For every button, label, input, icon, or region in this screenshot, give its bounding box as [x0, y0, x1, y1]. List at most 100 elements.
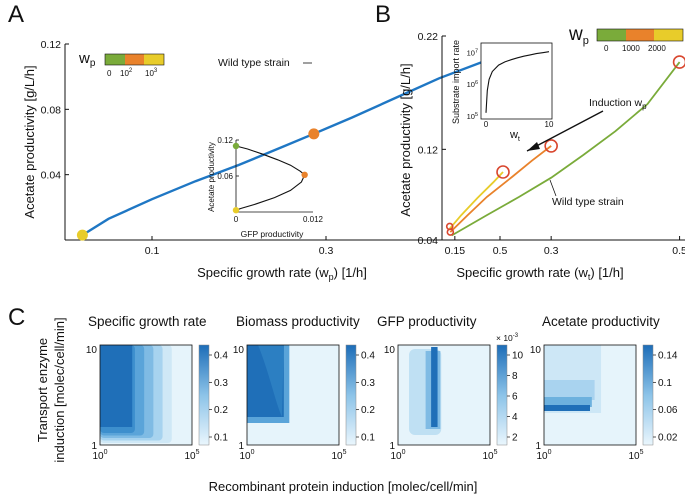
panel-b-wild-type-label: Wild type strain: [552, 196, 624, 208]
panel-a-legend: wp 0 102 103: [78, 50, 165, 78]
panel-a-inset-point-green: [232, 142, 240, 150]
panel-a-legend-label-0: 0: [107, 69, 112, 78]
panel-c-y-label-line1: Transport enzyme: [35, 338, 50, 442]
panel-a-inset-xtick-label: 0: [234, 215, 239, 224]
panel-c-xtick-label: 105: [184, 449, 199, 462]
panel-b-xtick-label: 0.15: [445, 245, 466, 257]
panel-b-legend-swatch-yellow: [654, 29, 683, 41]
panel-b-legend-symbol: wp: [568, 24, 589, 47]
panel-a-inset-ytick-label: 0.06: [217, 172, 233, 181]
panel-b-legend-frame: [596, 28, 684, 42]
panel-b-inset-xtick-label: 10: [545, 120, 554, 129]
panel-b-inset: 0 10 105 106 107 wt Substrate import rate: [451, 40, 554, 143]
panel-a-inset-y-label: Acetate productivity: [207, 142, 216, 212]
panel-c-colorbar-tick-label: 8: [512, 371, 518, 382]
panel-c-xtick-label: 100: [390, 449, 405, 462]
panel-b-series-0: [451, 61, 681, 237]
panel-b-letter: B: [375, 1, 391, 28]
panel-a-point-orange: [308, 128, 320, 140]
panel-c: C Transport enzyme induction [molec/cell…: [8, 304, 678, 494]
panel-c-colorbar-tick-label: 4: [512, 412, 518, 423]
panel-b-ticks: 0.15 0.3 0.5 0.04 0.12 0.22: [418, 31, 685, 257]
panel-c-ytick-label: 1: [238, 441, 244, 452]
panel-c-colorbar-tick-label: 0.02: [658, 433, 678, 444]
panel-a-legend-swatch-orange: [125, 54, 144, 65]
panel-c-heatmap-4-region: [544, 380, 595, 400]
panel-c-colorbar-tick-label: 0.4: [214, 351, 228, 362]
panel-c-heatmap-title: GFP productivity: [377, 314, 477, 329]
panel-c-colorbar: [198, 344, 210, 446]
panel-a-inset-point-yellow: [232, 207, 240, 214]
panel-b-inset-xtick-label: 0: [484, 120, 489, 129]
panel-c-xtick-label: 100: [536, 449, 551, 462]
panel-c-heatmap-frame: [99, 344, 193, 446]
panel-a-x-label: Specific growth rate (wp) [1/h]: [197, 265, 367, 282]
panel-c-heatmap-4-region: [544, 397, 592, 407]
panel-b-inset-curve: [485, 51, 550, 113]
panel-c-colorbar-tick-label: 0.06: [658, 405, 678, 416]
panel-b-induction-arrowhead: [527, 142, 540, 151]
panel-a-legend-label-2: 103: [145, 68, 158, 78]
panel-c-xtick-label: 105: [331, 449, 346, 462]
panel-a-inset-x-label: GFP productivity: [241, 229, 304, 239]
panel-b-legend-label-2: 2000: [648, 44, 666, 53]
panel-c-heatmap-frame: [543, 344, 637, 446]
panel-b-circle: [496, 165, 510, 179]
panel-a-inset-ytick-label: 0.12: [217, 136, 233, 145]
panel-b-ytick-label: 0.12: [418, 144, 439, 156]
panel-b-y-label: Acetate productivity [g/L/h]: [398, 63, 413, 216]
panel-c-colorbar: [345, 344, 357, 446]
panel-c-heatmap-title: Specific growth rate: [88, 314, 207, 329]
panel-a-xtick-label: 0.1: [145, 245, 160, 257]
panel-a-ticks: 0.1 0.3 0.5 0.04 0.08 0.12: [41, 39, 508, 257]
panel-a-xtick-label: 0.3: [319, 245, 334, 257]
panel-a-series-line: [81, 59, 488, 237]
panel-c-colorbar-tick-label: 0.4: [361, 351, 375, 362]
panel-a-xtick-label: 0.5: [493, 245, 508, 257]
panel-c-y-label-line2: induction [molec/cell/min]: [52, 317, 67, 462]
panel-a-legend-swatch-yellow: [144, 54, 164, 65]
panel-c-xtick-label: 100: [92, 449, 107, 462]
panel-b-circle: [672, 55, 685, 69]
panel-b-ytick-label: 0.04: [418, 235, 439, 247]
panel-b-legend-label-0: 0: [604, 44, 609, 53]
panel-a-y-label: Acetate productivity [g/L/h]: [22, 65, 37, 218]
panel-c-xtick-label: 100: [239, 449, 254, 462]
panel-b-xtick-label: 0.3: [544, 245, 559, 257]
panel-c-colorbar-tick-label: 6: [512, 392, 518, 403]
panel-a-ytick-label: 0.12: [41, 39, 62, 51]
panel-c-ytick-label: 1: [91, 441, 97, 452]
panel-a-legend-swatch-green: [105, 54, 125, 65]
panel-c-xtick-label: 105: [628, 449, 643, 462]
panel-c-letter: C: [8, 304, 25, 331]
panel-b-inset-ytick-label: 106: [467, 80, 478, 89]
panel-c-ytick-label: 10: [86, 345, 98, 356]
panel-c-heatmap-4-region: [544, 405, 590, 411]
panel-a-point-yellow: [76, 229, 88, 241]
panel-b-induction-label: Induction wp: [589, 97, 647, 111]
panel-c-ytick-label: 10: [384, 345, 396, 356]
panel-c-colorbar-tick-label: 0.1: [658, 378, 672, 389]
panel-b-series: [449, 61, 681, 237]
panel-c-heatmap-title: Acetate productivity: [542, 314, 660, 329]
panel-c-x-label: Recombinant protein induction [molec/cel…: [209, 479, 478, 494]
panel-c-colorbar-tick-label: 0.2: [214, 405, 228, 416]
panel-c-heatmap-title: Biomass productivity: [236, 314, 360, 329]
panel-a-letter: A: [8, 1, 24, 28]
panel-b-inset-x-label: wt: [509, 129, 521, 143]
panel-c-heatmap-3-region: [431, 347, 438, 427]
panel-a-inset-ticks: 0 0.012 0.06 0.12: [217, 136, 323, 224]
panel-c-colorbar-tick-label: 2: [512, 433, 518, 444]
panel-c-ytick-label: 1: [535, 441, 541, 452]
panel-c-ytick-label: 1: [389, 441, 395, 452]
panel-b-inset-frame: [480, 42, 553, 120]
panel-b-legend: wp 0 1000 2000: [568, 24, 684, 53]
panel-c-heatmap-frame: [246, 344, 340, 446]
panel-a-inset-points: [232, 142, 308, 214]
